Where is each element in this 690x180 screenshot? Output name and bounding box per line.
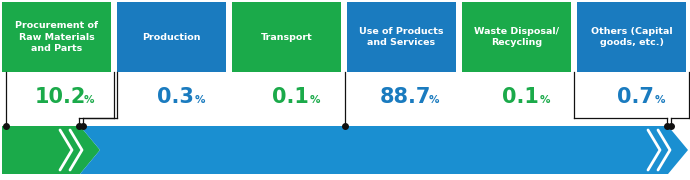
Text: %: % bbox=[310, 95, 320, 105]
Text: Production: Production bbox=[142, 33, 201, 42]
Text: 88.7: 88.7 bbox=[380, 87, 431, 107]
Text: Waste Disposal/
Recycling: Waste Disposal/ Recycling bbox=[474, 27, 559, 47]
Text: %: % bbox=[655, 95, 665, 105]
Text: Use of Products
and Services: Use of Products and Services bbox=[359, 27, 444, 47]
Text: 0.3: 0.3 bbox=[157, 87, 193, 107]
Text: 0.7: 0.7 bbox=[617, 87, 653, 107]
Polygon shape bbox=[80, 126, 688, 174]
Text: %: % bbox=[84, 95, 95, 105]
Text: 0.1: 0.1 bbox=[502, 87, 538, 107]
FancyBboxPatch shape bbox=[232, 2, 341, 72]
FancyBboxPatch shape bbox=[117, 2, 226, 72]
FancyBboxPatch shape bbox=[2, 2, 111, 72]
FancyBboxPatch shape bbox=[462, 2, 571, 72]
Text: %: % bbox=[540, 95, 550, 105]
FancyBboxPatch shape bbox=[347, 2, 456, 72]
Text: 10.2: 10.2 bbox=[34, 87, 86, 107]
Text: %: % bbox=[429, 95, 440, 105]
FancyBboxPatch shape bbox=[577, 2, 686, 72]
Text: Transport: Transport bbox=[261, 33, 313, 42]
Text: Others (Capital
goods, etc.): Others (Capital goods, etc.) bbox=[591, 27, 672, 47]
Text: Procurement of
Raw Materials
and Parts: Procurement of Raw Materials and Parts bbox=[15, 21, 98, 53]
Polygon shape bbox=[2, 126, 100, 174]
Text: 0.1: 0.1 bbox=[272, 87, 308, 107]
Text: %: % bbox=[195, 95, 205, 105]
